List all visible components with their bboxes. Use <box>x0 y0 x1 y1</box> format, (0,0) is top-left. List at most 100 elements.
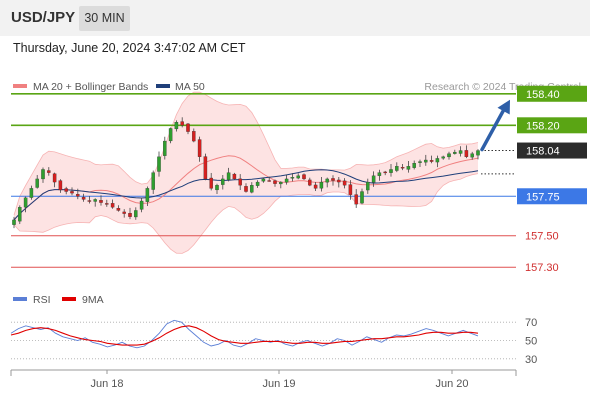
candle-body <box>186 123 190 132</box>
candle-body <box>470 153 474 158</box>
candle-body <box>221 178 225 185</box>
rsi-panel: 70 50 30 <box>10 317 537 366</box>
candle-body <box>406 166 411 170</box>
candle-body <box>192 131 196 142</box>
interval-button[interactable]: 30 MIN <box>79 6 130 31</box>
ma20-legend-label: MA 20 + Bollinger Bands <box>33 81 148 93</box>
current-price-label: 158.04 <box>526 146 560 158</box>
x-tick-label: Jun 19 <box>262 378 295 390</box>
ma50-line <box>13 169 479 221</box>
candle-body <box>70 191 74 194</box>
candle-body <box>354 194 358 205</box>
ma50-legend-swatch <box>156 84 170 88</box>
candle-body <box>377 172 382 176</box>
candle-body <box>110 203 115 208</box>
x-axis: Jun 18 Jun 19 Jun 20 <box>90 370 469 390</box>
moving-averages <box>13 155 479 221</box>
level-badge-158-40 <box>517 85 587 102</box>
level-label-158-40: 158.40 <box>526 89 560 101</box>
candle-body <box>215 185 219 191</box>
candle-body <box>395 166 399 171</box>
ma50-legend-label: MA 50 <box>175 81 205 93</box>
candle-body <box>226 172 231 180</box>
current-price-badge <box>517 142 587 159</box>
candle-body <box>122 211 126 214</box>
candle-body <box>313 184 318 189</box>
candle-body <box>337 179 341 183</box>
candle-body <box>180 121 184 126</box>
level-badge-158-20 <box>517 117 587 134</box>
candle-body <box>400 167 405 169</box>
candle-body <box>464 150 469 157</box>
rsi-legend-label: RSI <box>33 294 51 306</box>
price-overlay: 158.04 <box>480 99 587 175</box>
candle-body <box>250 185 254 193</box>
rsi-tick-30: 30 <box>525 354 537 366</box>
candle-body <box>319 181 324 189</box>
candle-body <box>296 175 300 179</box>
candle-body <box>360 191 364 204</box>
candle-body <box>244 186 248 192</box>
candle-body <box>418 161 422 163</box>
candle-body <box>52 173 57 183</box>
rsi-legend-swatch <box>13 297 27 301</box>
candle-body <box>279 181 283 185</box>
candle-body <box>168 128 173 142</box>
candle-body <box>371 175 376 183</box>
ma9-legend-label: 9MA <box>82 294 104 306</box>
candle-body <box>429 160 434 162</box>
timestamp: Thursday, June 20, 2024 3:47:02 AM CET <box>13 41 246 55</box>
candle-body <box>23 197 28 208</box>
candle-body <box>476 150 480 156</box>
candle-body <box>12 219 16 225</box>
candle-body <box>18 207 22 222</box>
level-label-157-50: 157.50 <box>525 231 559 243</box>
candle-body <box>47 170 51 173</box>
rsi-tick-50: 50 <box>525 336 537 348</box>
candle-body <box>197 139 202 157</box>
candle-body <box>151 172 155 190</box>
candle-body <box>105 203 109 205</box>
candle-body <box>232 173 237 180</box>
forecast-arrow-head <box>497 99 510 115</box>
candle-body <box>424 159 428 163</box>
level-label-158-20: 158.20 <box>526 120 560 132</box>
x-tick-label: Jun 20 <box>435 378 468 390</box>
chart-header: USD/JPY 30 MIN <box>0 0 590 36</box>
candle-body <box>209 177 213 189</box>
bollinger-band-area <box>14 92 478 254</box>
candle-body <box>447 153 451 158</box>
price-levels: 158.40 158.20 157.75 157.50 157.30 <box>11 85 587 274</box>
candle-body <box>41 169 45 180</box>
candle-body <box>203 156 208 180</box>
candle-body <box>238 178 242 186</box>
candlesticks <box>12 117 480 229</box>
candle-body <box>128 213 132 217</box>
ma20-legend-swatch <box>13 84 27 88</box>
candle-body <box>87 200 92 202</box>
candle-body <box>93 199 97 202</box>
candle-body <box>412 163 416 168</box>
candle-body <box>453 151 457 154</box>
candle-body <box>35 178 39 188</box>
candle-body <box>290 177 295 179</box>
candle-body <box>261 178 266 182</box>
bollinger-bands <box>13 91 479 254</box>
candle-body <box>81 196 86 200</box>
candle-body <box>366 181 370 191</box>
candle-body <box>58 180 63 191</box>
x-tick-label: Jun 18 <box>90 378 123 390</box>
candle-body <box>29 188 34 198</box>
candle-body <box>76 194 80 197</box>
candle-body <box>163 140 167 156</box>
candle-body <box>157 156 161 172</box>
forecast-arrow-shaft <box>480 104 508 152</box>
candle-body <box>435 158 440 163</box>
ma9-legend-swatch <box>62 297 76 301</box>
candle-body <box>99 200 103 203</box>
candle-body <box>174 122 179 130</box>
candle-body <box>348 184 353 195</box>
candle-body <box>383 171 387 174</box>
level-badge-157-75 <box>517 188 587 205</box>
